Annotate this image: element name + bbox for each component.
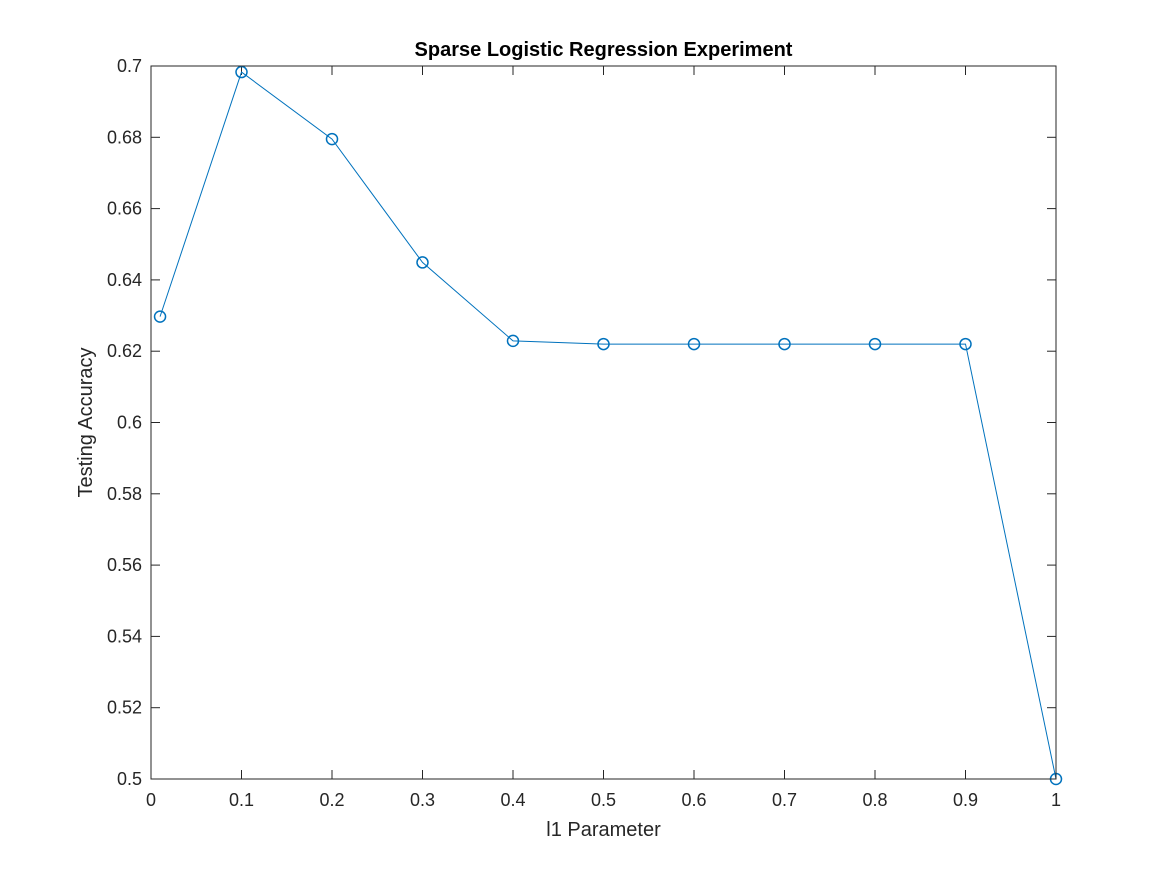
data-point-marker [153, 310, 167, 323]
x-tick-label: 0.8 [862, 790, 887, 810]
y-tick-label: 0.66 [107, 199, 142, 219]
x-tick-label: 0.3 [410, 790, 435, 810]
data-point-marker [868, 337, 882, 351]
x-tick-label: 0 [146, 790, 156, 810]
series-markers [153, 65, 1063, 786]
y-tick-label: 0.54 [107, 626, 142, 646]
y-tick-label: 0.62 [107, 341, 142, 361]
y-tick-label: 0.7 [117, 56, 142, 76]
data-point-marker [959, 337, 972, 351]
y-tick-label: 0.6 [117, 413, 142, 433]
data-point-marker [687, 337, 701, 351]
y-axis-label: Testing Accuracy [75, 347, 97, 497]
y-tick-label: 0.5 [117, 769, 142, 789]
x-tick-label: 0.9 [953, 790, 978, 810]
plot-background [151, 66, 1056, 779]
x-tick-label: 0.2 [319, 790, 344, 810]
axis-tick-labels: 0 0.1 0.2 0.3 0.4 0.5 0.6 0.7 0.8 0.9 1 0.5 0.52 0.54… [107, 56, 1061, 810]
x-tick-label: 0.7 [772, 790, 797, 810]
y-tick-label: 0.58 [107, 484, 142, 504]
x-tick-label: 0.6 [681, 790, 706, 810]
y-tick-label: 0.56 [107, 555, 142, 575]
chart-title: Sparse Logistic Regression Experiment [415, 39, 793, 61]
series-line [159, 71, 1057, 780]
plot-frame [150, 65, 1057, 780]
x-tick-label: 0.1 [229, 790, 254, 810]
data-point-marker [416, 256, 429, 269]
data-point-marker [325, 132, 339, 146]
x-tick-label: 1 [1051, 790, 1061, 810]
y-tick-label: 0.68 [107, 127, 142, 147]
x-tick-label: 0.5 [591, 790, 616, 810]
data-point-marker [506, 334, 520, 348]
y-tick-label: 0.52 [107, 698, 142, 718]
x-axis-label: l1 Parameter [546, 819, 661, 841]
x-tick-label: 0.4 [500, 790, 525, 810]
y-tick-label: 0.64 [107, 270, 142, 290]
data-point-marker [235, 65, 248, 79]
data-point-marker [597, 337, 610, 351]
data-point-marker [778, 337, 791, 351]
